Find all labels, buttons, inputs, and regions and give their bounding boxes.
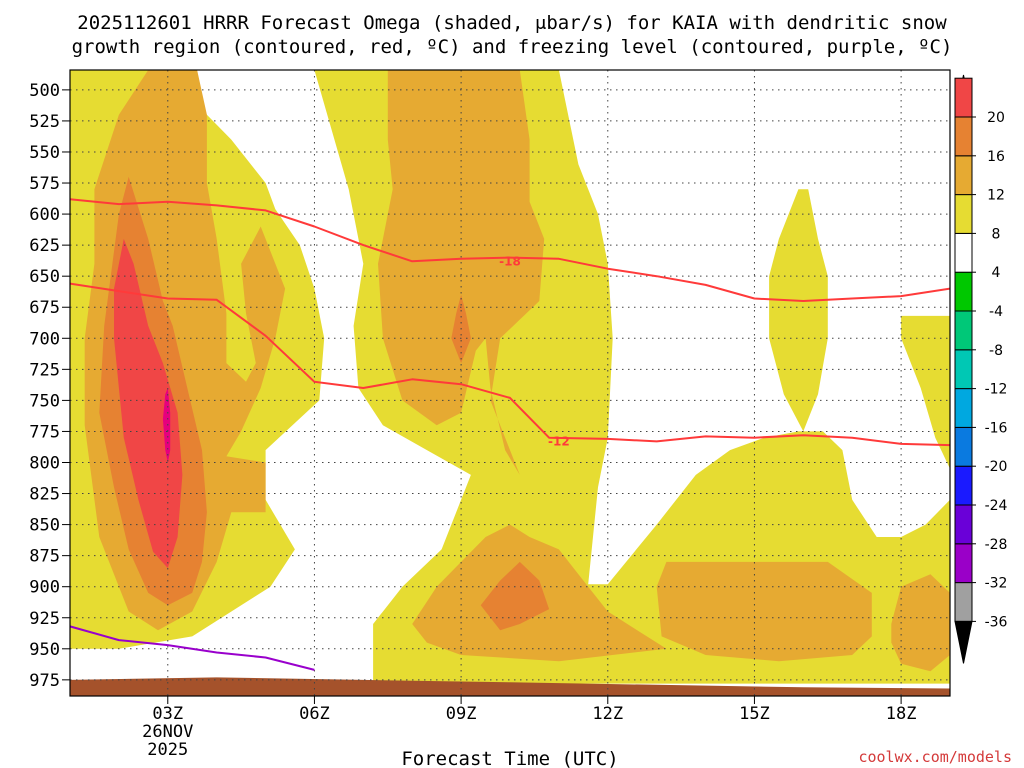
- colorbar-swatch-1: [954, 543, 973, 584]
- colorbar-label--16: -16: [985, 420, 1008, 436]
- omega-region-4-3: [901, 315, 950, 469]
- y-tick-label-600: 600: [29, 205, 60, 225]
- y-tick-label-625: 625: [29, 236, 60, 256]
- y-axis: 500 525 550 575 600 625 650 675 700 725 750 775 800 8…: [29, 81, 70, 691]
- colorbar-label-8: 8: [992, 226, 1001, 242]
- x-tick-label-06Z: 06Z: [299, 704, 330, 724]
- x-tick-label-15Z: 15Z: [739, 704, 770, 724]
- colorbar-swatch-13: [954, 77, 973, 118]
- credit-text: coolwx.com/models: [858, 748, 1012, 766]
- y-tick-label-500: 500: [29, 81, 60, 101]
- omega-shading: [70, 70, 950, 684]
- colorbar-swatch-8: [954, 271, 973, 312]
- colorbar-label--28: -28: [985, 537, 1008, 553]
- y-tick-label-950: 950: [29, 640, 60, 660]
- contour-label-0: -18: [499, 254, 521, 268]
- plot-area: -18 -12: [70, 70, 950, 696]
- colorbar-swatch-2: [954, 504, 973, 545]
- chart-title-line2: growth region (contoured, red, ºC) and f…: [72, 36, 953, 58]
- colorbar-swatch-9: [954, 232, 973, 273]
- x-axis-label: Forecast Time (UTC): [401, 748, 618, 768]
- y-tick-label-900: 900: [29, 578, 60, 598]
- omega-region-12-11: [480, 561, 550, 631]
- y-tick-label-675: 675: [29, 298, 60, 318]
- omega-region-8-7: [656, 561, 872, 662]
- plot-frame: [69, 69, 951, 697]
- chart-title-line1: 2025112601 HRRR Forecast Omega (shaded, …: [77, 12, 947, 34]
- x-tick-label-03Z: 03Z: [152, 704, 183, 724]
- x-tick-label-09Z: 09Z: [446, 704, 477, 724]
- contour-line-2: [70, 625, 315, 671]
- x-tick-date-line: 26NOV: [142, 722, 193, 742]
- colorbar-swatch-11: [954, 155, 973, 196]
- colorbar-label-4: 4: [992, 265, 1001, 281]
- colorbar-label--32: -32: [985, 576, 1008, 592]
- y-tick-label-725: 725: [29, 360, 60, 380]
- x-tick-label-18Z: 18Z: [886, 704, 917, 724]
- ground-fill: [70, 677, 950, 696]
- y-tick-label-850: 850: [29, 516, 60, 536]
- y-tick-label-775: 775: [29, 422, 60, 442]
- contours: -18 -12: [70, 198, 950, 671]
- y-tick-label-800: 800: [29, 453, 60, 473]
- x-tick-label-12Z: 12Z: [592, 704, 623, 724]
- colorbar-swatch-3: [954, 465, 973, 506]
- contour-label-1: -12: [548, 434, 570, 448]
- colorbar-swatch-7: [954, 310, 973, 351]
- colorbar-label--20: -20: [985, 459, 1008, 475]
- ground-layer: [70, 677, 950, 696]
- colorbar-label--8: -8: [989, 343, 1003, 359]
- y-tick-label-550: 550: [29, 143, 60, 163]
- y-tick-label-750: 750: [29, 391, 60, 411]
- colorbar-swatch-4: [954, 426, 973, 467]
- colorbar-label--24: -24: [985, 498, 1008, 514]
- y-tick-label-975: 975: [29, 671, 60, 691]
- omega-region-4-2: [769, 189, 828, 432]
- contour-line-1: [70, 282, 950, 447]
- x-tick-year-line: 2025: [147, 740, 188, 760]
- y-tick-label-525: 525: [29, 112, 60, 132]
- y-tick-label-875: 875: [29, 547, 60, 567]
- y-tick-label-700: 700: [29, 329, 60, 349]
- colorbar-label--36: -36: [985, 614, 1008, 630]
- omega-region-8-8: [891, 574, 950, 672]
- omega-region-8-5: [378, 70, 545, 475]
- colorbar-under-triangle: [954, 620, 973, 664]
- colorbar-swatch-10: [954, 194, 973, 234]
- contour-line-0: [70, 198, 950, 302]
- y-tick-label-925: 925: [29, 609, 60, 629]
- colorbar-label--12: -12: [985, 382, 1008, 398]
- colorbar-label--4: -4: [989, 304, 1003, 320]
- colorbar-label-16: 16: [987, 149, 1005, 165]
- grid: [70, 70, 950, 696]
- y-tick-label-650: 650: [29, 267, 60, 287]
- colorbar: -36 -32 -28 -24 -20 -16 -12 -8 -4 4 8 12 16 20: [954, 74, 1008, 664]
- colorbar-swatch-0: [954, 582, 973, 622]
- colorbar-label-20: 20: [987, 110, 1005, 126]
- colorbar-swatch-5: [954, 388, 973, 428]
- y-tick-label-575: 575: [29, 174, 60, 194]
- omega-region-20-13: [162, 388, 171, 463]
- colorbar-swatch-6: [954, 349, 973, 390]
- colorbar-label-12: 12: [987, 188, 1005, 204]
- y-tick-label-825: 825: [29, 485, 60, 505]
- colorbar-swatch-12: [954, 116, 973, 157]
- omega-region-16-12: [114, 238, 183, 569]
